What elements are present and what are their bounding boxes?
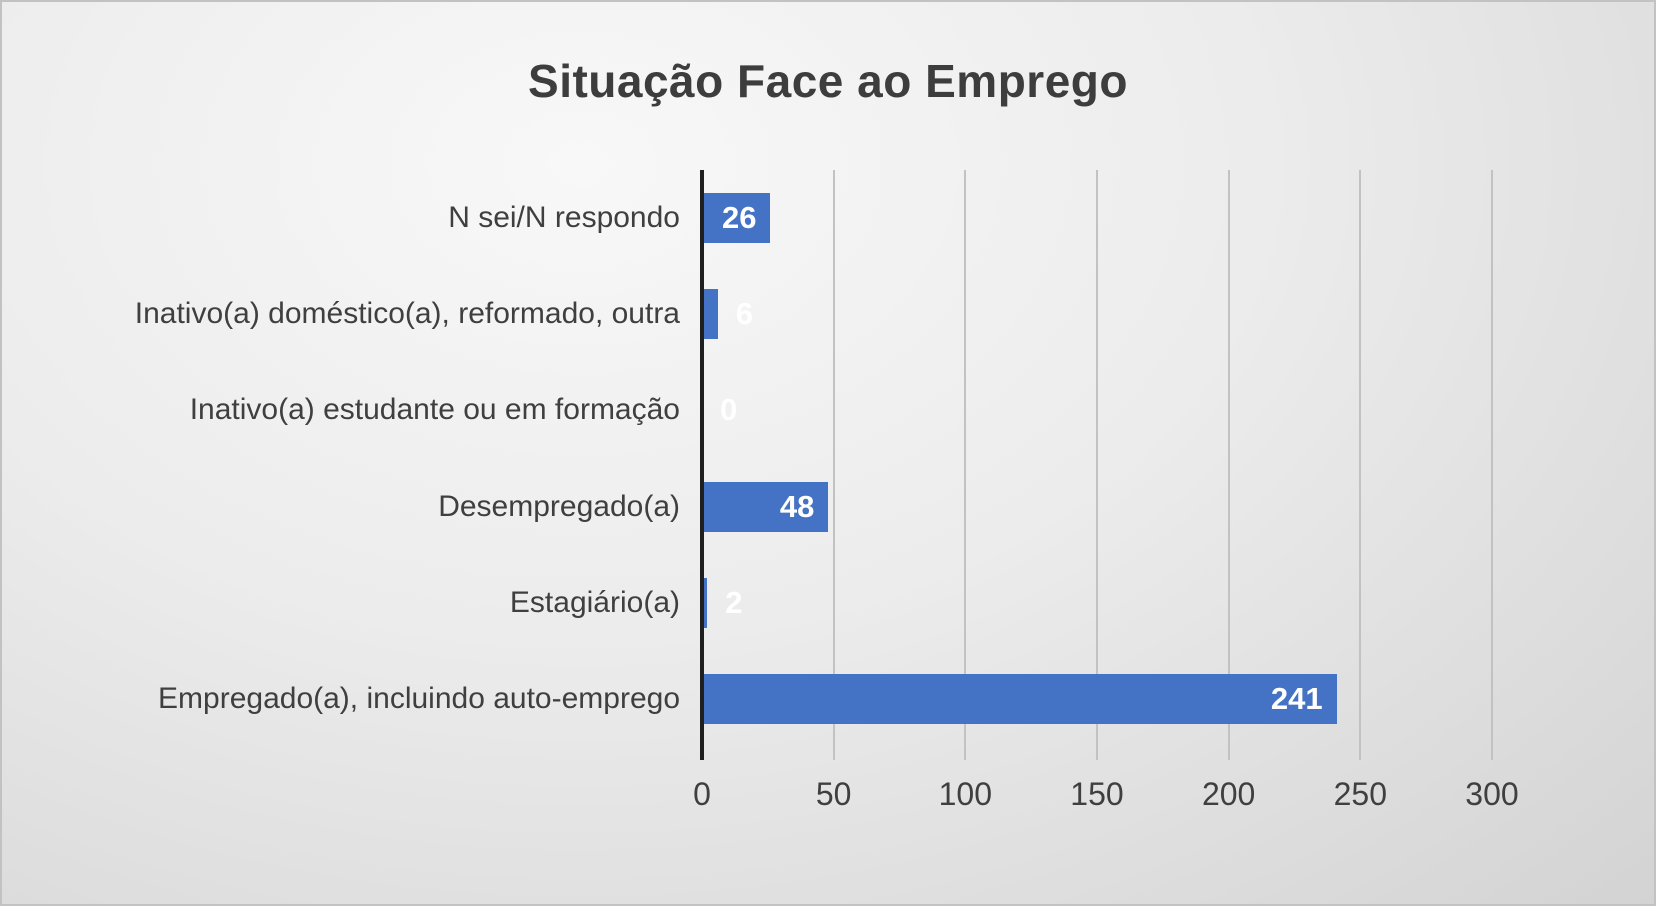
x-tick-label: 200 [1201, 776, 1256, 812]
x-tick-label: 100 [938, 776, 993, 812]
category-label: Desempregado(a) [438, 489, 680, 523]
gridline [832, 170, 835, 760]
value-axis-line [700, 170, 704, 760]
chart-title: Situação Face ao Emprego [528, 55, 1128, 107]
category-label: Inativo(a) estudante ou em formação [189, 393, 680, 427]
value-label: 241 [1270, 680, 1323, 716]
gridline [1227, 170, 1230, 760]
value-label: 48 [779, 488, 815, 524]
value-label: 2 [725, 584, 743, 620]
x-tick-label: 250 [1333, 776, 1388, 812]
category-label: N sei/N respondo [448, 201, 680, 235]
category-label: Inativo(a) doméstico(a), reformado, outr… [134, 297, 680, 331]
bar [704, 481, 829, 532]
bar [704, 577, 708, 628]
category-label: Empregado(a), incluindo auto-emprego [158, 681, 680, 715]
bar [704, 673, 1337, 724]
gridline [964, 170, 967, 760]
gridline [1359, 170, 1362, 760]
x-tick-label: 0 [693, 776, 711, 812]
value-label: 0 [720, 392, 738, 428]
category-label: Estagiário(a) [509, 585, 680, 619]
gridline [1491, 170, 1493, 760]
x-tick-label: 150 [1070, 776, 1124, 812]
value-label: 26 [721, 200, 757, 236]
x-tick-label: 50 [815, 776, 852, 812]
value-label: 6 [735, 296, 754, 332]
bar [704, 289, 718, 340]
x-tick-label: 300 [1465, 776, 1519, 812]
bar [704, 193, 771, 244]
gridline [1096, 170, 1098, 760]
